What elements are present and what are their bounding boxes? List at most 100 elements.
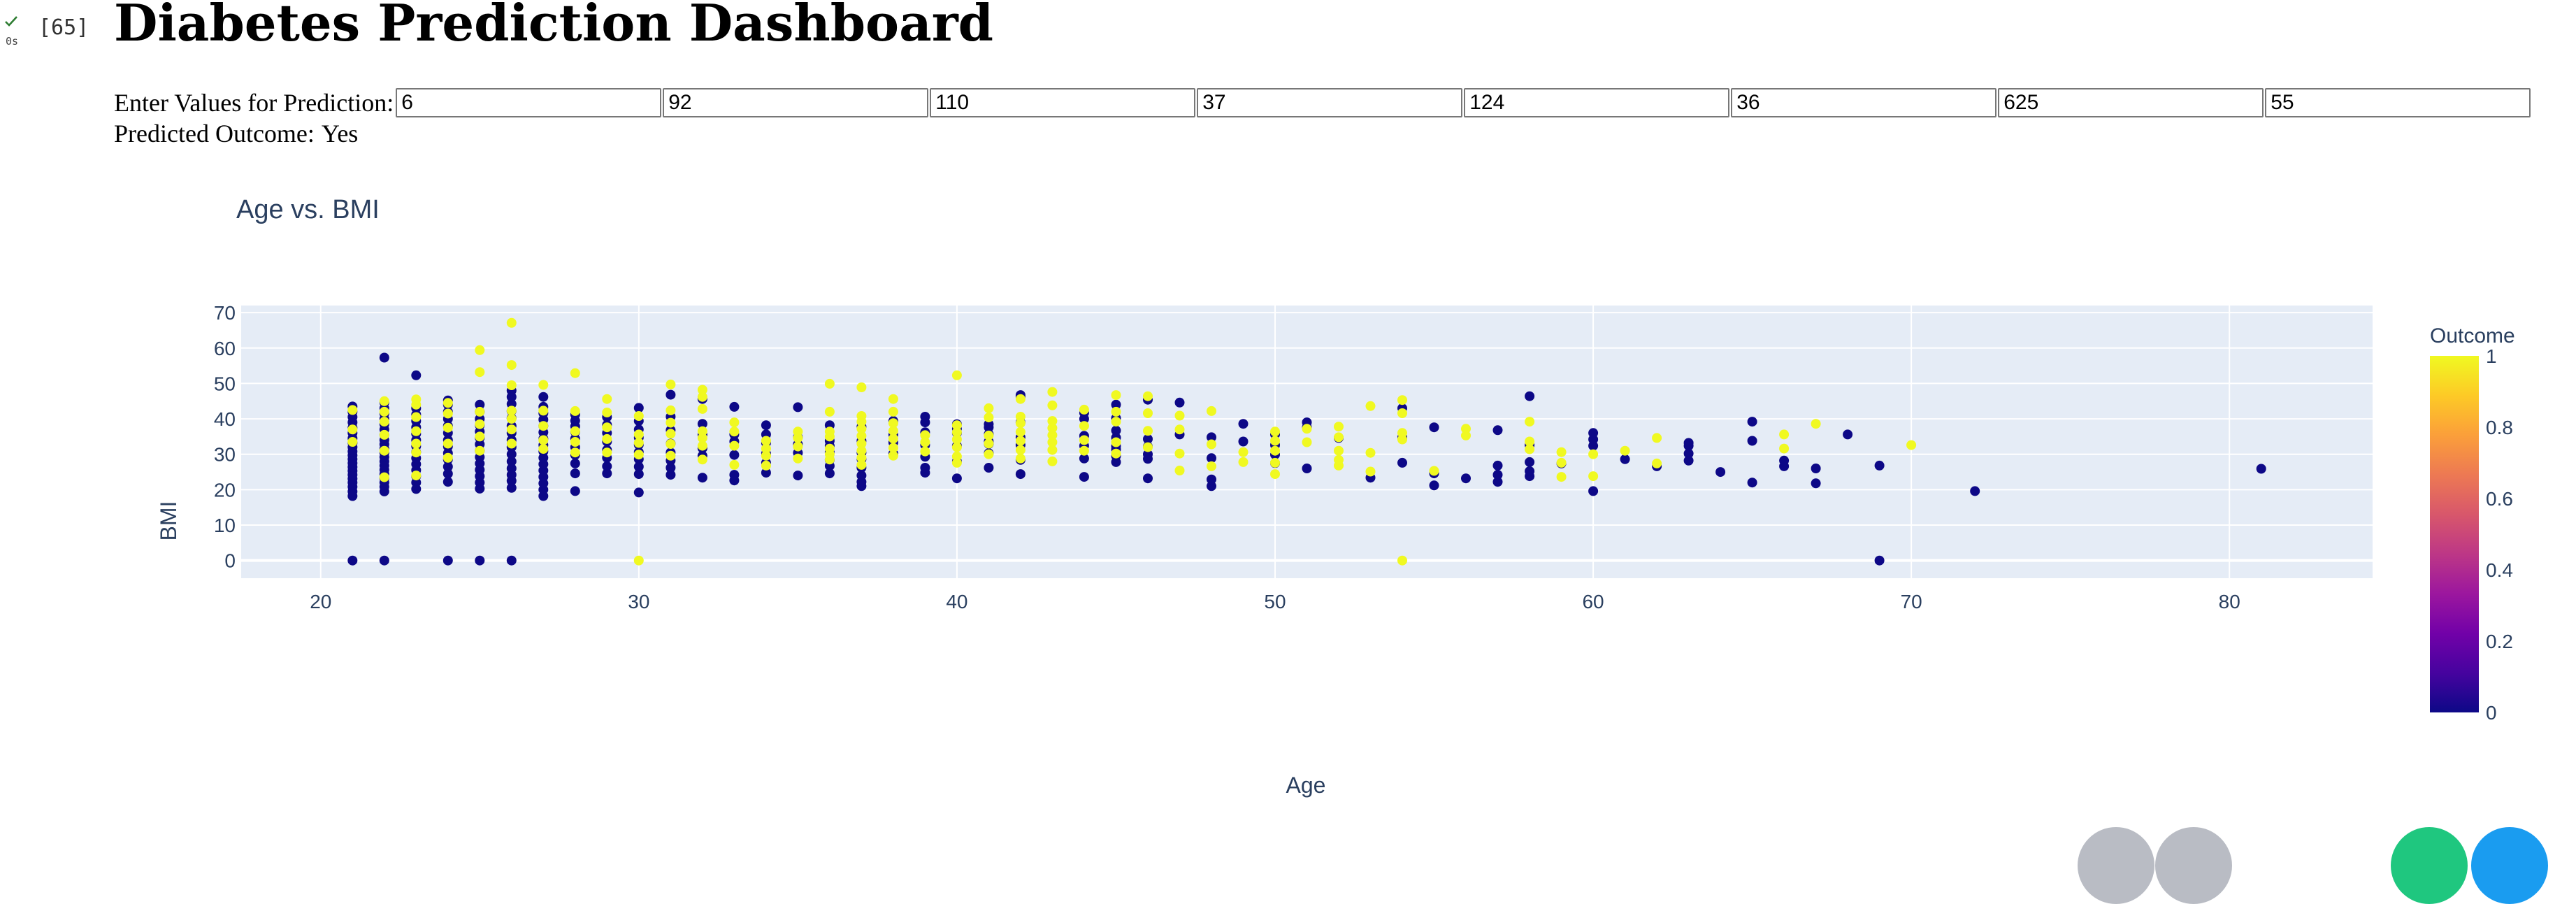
data-point xyxy=(729,417,740,428)
data-point xyxy=(665,389,676,400)
data-point xyxy=(1874,460,1885,471)
data-point xyxy=(665,379,676,389)
data-point xyxy=(570,447,580,458)
feature-input-2[interactable] xyxy=(663,88,929,117)
data-point xyxy=(379,429,389,440)
data-point xyxy=(1397,555,1407,566)
data-point xyxy=(1397,428,1407,438)
data-point xyxy=(1207,432,1216,443)
data-point xyxy=(633,403,644,413)
data-point xyxy=(729,426,740,437)
data-point xyxy=(793,426,803,437)
data-point xyxy=(506,464,517,473)
data-point xyxy=(1079,445,1089,456)
data-point xyxy=(1270,469,1280,480)
data-point xyxy=(1492,470,1503,480)
data-point xyxy=(951,473,962,484)
data-point xyxy=(538,380,549,390)
data-point xyxy=(1207,461,1216,471)
prediction-output: Predicted Outcome: Yes xyxy=(114,119,365,148)
data-point xyxy=(1143,433,1153,444)
data-point xyxy=(951,451,962,461)
data-point xyxy=(1397,408,1407,418)
data-point xyxy=(1270,436,1280,446)
data-point xyxy=(570,437,580,447)
data-point xyxy=(1079,435,1089,445)
colorbar-tick-labels: 0 0.2 0.4 0.6 0.8 1 xyxy=(2486,345,2513,724)
cell-gutter: 0s [65] xyxy=(0,0,105,56)
data-point xyxy=(920,430,930,440)
data-point xyxy=(1111,406,1121,417)
y-tick-label: 40 xyxy=(214,408,236,430)
chart-title: Age vs. BMI xyxy=(236,195,380,224)
data-point xyxy=(347,424,358,435)
feature-input-6[interactable] xyxy=(1731,88,1997,117)
data-point xyxy=(570,368,580,378)
data-point xyxy=(856,411,867,421)
data-point xyxy=(1111,390,1121,401)
data-point xyxy=(1047,445,1058,455)
data-point xyxy=(506,424,517,435)
data-point xyxy=(1747,417,1757,427)
data-point xyxy=(793,441,803,452)
data-point xyxy=(506,438,517,449)
data-point xyxy=(602,447,612,458)
y-tick-labels: 0 10 20 30 40 50 60 70 xyxy=(214,302,236,572)
data-point xyxy=(506,399,517,409)
data-point xyxy=(761,443,771,454)
run-time: 0s xyxy=(6,35,19,48)
colorbar-tick-label: 0 xyxy=(2486,702,2497,724)
data-point xyxy=(920,446,930,457)
data-point xyxy=(1015,426,1026,437)
data-point xyxy=(1238,419,1249,429)
bottom-button-2[interactable] xyxy=(2155,827,2232,904)
x-tick-label: 80 xyxy=(2219,591,2240,612)
data-point xyxy=(665,405,676,415)
data-point xyxy=(1461,473,1471,484)
data-point xyxy=(1143,408,1153,418)
colorbar-tick-label: 1 xyxy=(2486,345,2497,367)
data-point xyxy=(1143,391,1153,401)
feature-input-1[interactable] xyxy=(396,88,662,117)
bottom-button-4[interactable] xyxy=(2471,827,2548,904)
data-point xyxy=(1525,417,1535,427)
data-point xyxy=(347,437,358,447)
data-point xyxy=(697,473,707,483)
data-point xyxy=(1429,422,1439,433)
data-point xyxy=(951,420,962,431)
feature-input-4[interactable] xyxy=(1197,88,1463,117)
data-point xyxy=(824,443,835,454)
bottom-button-3[interactable] xyxy=(2391,827,2468,904)
data-point xyxy=(824,378,835,389)
data-point xyxy=(1079,421,1089,431)
data-point xyxy=(570,458,580,468)
data-point xyxy=(1111,448,1121,459)
data-point xyxy=(1874,555,1885,566)
feature-input-7[interactable] xyxy=(1998,88,2264,117)
data-point xyxy=(1079,472,1089,482)
data-point xyxy=(1174,424,1185,435)
data-point xyxy=(984,463,994,473)
feature-input-8[interactable] xyxy=(2265,88,2531,117)
data-point xyxy=(729,470,740,480)
bottom-button-1[interactable] xyxy=(2078,827,2154,904)
data-point xyxy=(793,453,803,464)
data-point xyxy=(729,401,740,412)
data-point xyxy=(729,450,740,460)
data-point xyxy=(1270,457,1280,468)
data-point xyxy=(602,394,612,404)
data-point xyxy=(1683,448,1694,459)
data-point xyxy=(442,555,453,566)
data-point xyxy=(1047,387,1058,397)
data-point xyxy=(570,406,580,416)
data-point xyxy=(1143,473,1153,484)
data-point xyxy=(1015,469,1026,480)
feature-input-3[interactable] xyxy=(930,88,1196,117)
data-point xyxy=(856,471,867,481)
feature-input-5[interactable] xyxy=(1464,88,1730,117)
input-label: Enter Values for Prediction: xyxy=(114,89,394,117)
y-tick-label: 50 xyxy=(214,373,236,394)
data-point xyxy=(379,472,389,482)
data-point xyxy=(888,443,898,453)
data-point xyxy=(633,461,644,472)
